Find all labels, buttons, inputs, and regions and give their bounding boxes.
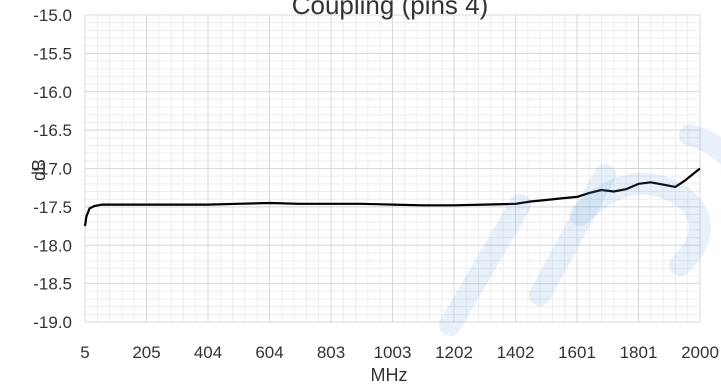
x-tick-label: 604 [255,343,283,362]
y-tick-label: -16.0 [33,83,72,102]
major-gridlines [84,14,701,323]
x-tick-label: 1801 [620,343,658,362]
y-tick-label: -18.5 [33,275,72,294]
y-tick-label: -15.5 [33,44,72,63]
x-axis-label: MHz [371,365,408,385]
series-layer [83,167,701,227]
y-tick-label: -16.5 [33,121,72,140]
x-tick-labels: 5 205 404 604 803 1003 1202 1402 1601 1801 2000 [80,343,719,362]
x-tick-label: 1601 [558,343,596,362]
x-tick-label: 803 [317,343,345,362]
x-tick-label: 404 [194,343,222,362]
y-axis-label: dB [29,159,49,181]
y-tick-labels: -15.0 -15.5 -16.0 -16.5 -17.0 -17.5 -18.0 -18.5… [33,6,72,332]
x-tick-label: 5 [80,343,89,362]
chart-title: Coupling (pins 4) [292,0,489,20]
series-line [83,167,701,227]
x-tick-label: 205 [132,343,160,362]
y-tick-label: -15.0 [33,6,72,25]
y-tick-label: -17.0 [33,160,72,179]
x-tick-label: 1202 [435,343,473,362]
x-tick-label: 1402 [497,343,535,362]
y-tick-label: -18.0 [33,236,72,255]
y-tick-label: -19.0 [33,313,72,332]
x-tick-label: 1003 [374,343,412,362]
x-tick-label: 2000 [681,343,719,362]
y-tick-label: -17.5 [33,198,72,217]
